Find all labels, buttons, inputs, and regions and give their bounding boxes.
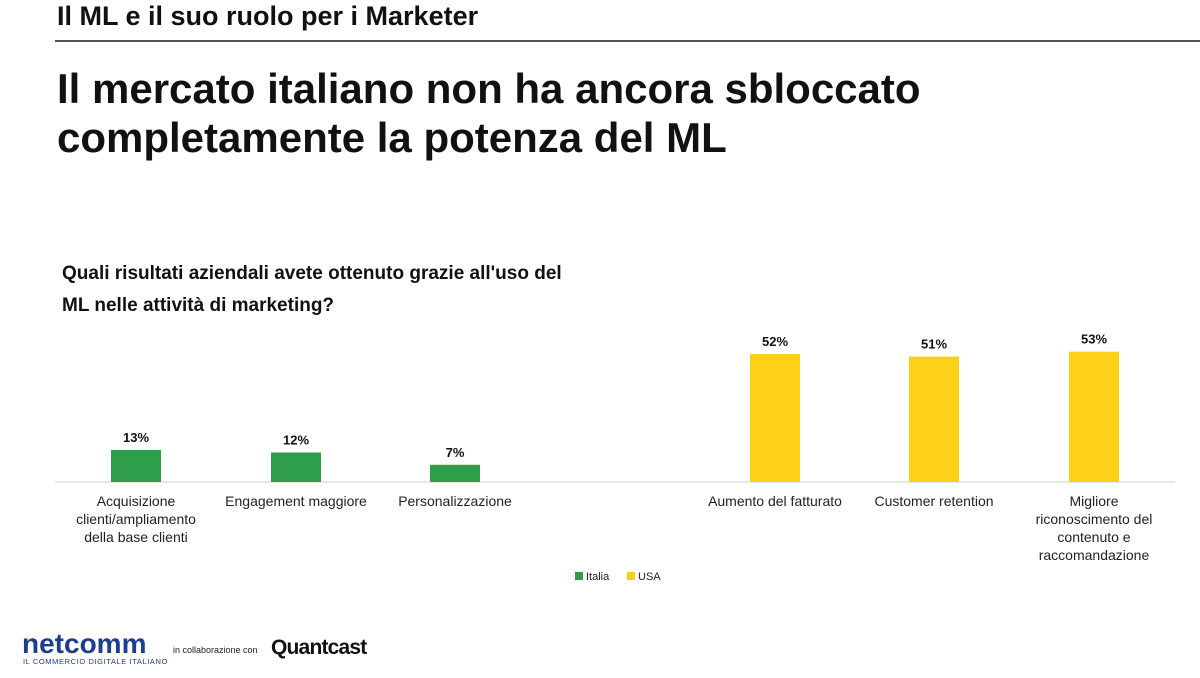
bar-italia-2	[430, 464, 480, 482]
collaboration-text: in collaborazione con	[173, 645, 258, 655]
category-label-line: Migliore	[1069, 493, 1118, 509]
category-label-line: Customer retention	[874, 493, 993, 509]
category-label-line: Engagement maggiore	[225, 493, 367, 509]
category-label-5: Migliore riconoscimento del contenuto e rac…	[1036, 493, 1153, 563]
bar-usa-3	[750, 354, 800, 482]
data-label-0: 13%	[123, 430, 149, 445]
legend-label-italia: Italia	[586, 571, 610, 583]
legend-label-usa: USA	[638, 571, 661, 583]
category-label-line: della base clienti	[84, 529, 188, 545]
category-label-line: Acquisizione	[97, 493, 176, 509]
category-label-3: Aumento del fatturato	[708, 493, 842, 509]
chart-title: Quali risultati aziendali avete ottenuto…	[62, 263, 562, 316]
netcomm-logo: netcomm	[22, 628, 146, 660]
data-label-3: 52%	[762, 334, 788, 349]
quantcast-logo: Quantcast	[271, 636, 367, 659]
category-label-line: clienti/ampliamento	[76, 511, 196, 527]
category-label-line: Aumento del fatturato	[708, 493, 842, 509]
bar-italia-1	[271, 452, 321, 482]
legend-swatch-usa	[627, 572, 635, 580]
category-label-0: Acquisizione clienti/ampliamento della bas…	[76, 493, 196, 545]
category-label-line: raccomandazione	[1039, 547, 1150, 563]
legend-swatch-italia	[575, 572, 583, 580]
netcomm-tagline: IL COMMERCIO DIGITALE ITALIANO	[23, 657, 168, 666]
category-label-2: Personalizzazione	[398, 493, 512, 509]
section-divider	[55, 40, 1200, 42]
category-label-4: Customer retention	[874, 493, 993, 509]
data-label-5: 53%	[1081, 332, 1107, 347]
page-headline: Il mercato italiano non ha ancora sblocc…	[57, 65, 921, 161]
netcomm-wordmark: netcomm	[22, 628, 147, 659]
category-label-line: Personalizzazione	[398, 493, 512, 509]
data-label-2: 7%	[446, 445, 465, 460]
category-label-1: Engagement maggiore	[225, 493, 367, 509]
data-label-1: 12%	[283, 432, 309, 447]
bar-italia-0	[111, 450, 161, 482]
category-label-line: contenuto e	[1057, 529, 1130, 545]
category-label-line: riconoscimento del	[1036, 511, 1153, 527]
bar-usa-4	[909, 356, 959, 482]
bar-usa-5	[1069, 351, 1119, 482]
section-title: Il ML e il suo ruolo per i Marketer	[57, 1, 479, 31]
data-label-4: 51%	[921, 337, 947, 352]
